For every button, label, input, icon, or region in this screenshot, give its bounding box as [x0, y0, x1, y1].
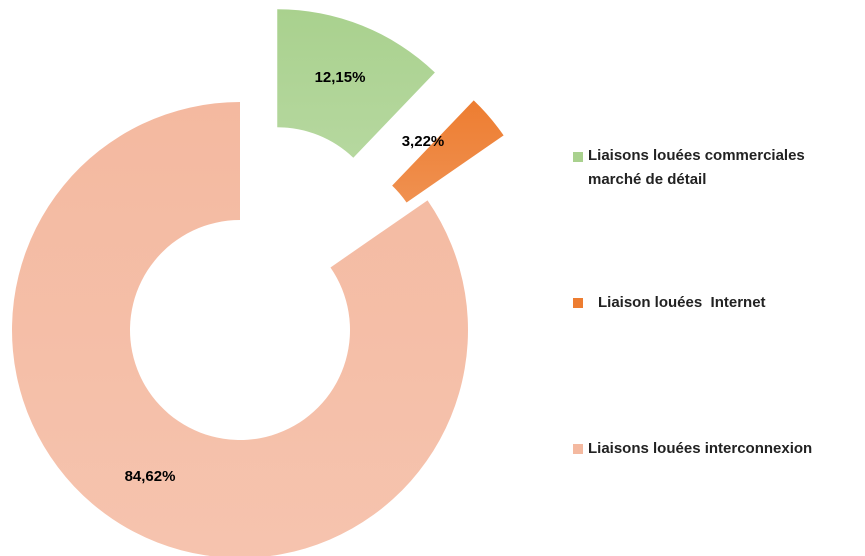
donut-slice — [12, 102, 468, 556]
data-label: 3,22% — [402, 133, 445, 150]
legend-swatch — [573, 444, 583, 454]
legend-label: Liaison louées Internet — [598, 294, 766, 311]
donut-slice — [392, 100, 504, 203]
data-label: 84,62% — [125, 468, 176, 485]
legend-item: Liaison louées Internet — [573, 294, 766, 311]
donut-slice — [277, 9, 435, 158]
data-label: 12,15% — [315, 69, 366, 86]
legend-item: Liaisons louées interconnexion — [573, 440, 812, 457]
legend-label: Liaisons louées interconnexion — [588, 440, 813, 457]
legend-swatch — [573, 152, 583, 162]
legend-swatch — [573, 298, 583, 308]
legend-item: Liaisons louées commerciales marché de d… — [573, 147, 843, 192]
legend-label: Liaisons louées commerciales marché de d… — [588, 147, 805, 188]
